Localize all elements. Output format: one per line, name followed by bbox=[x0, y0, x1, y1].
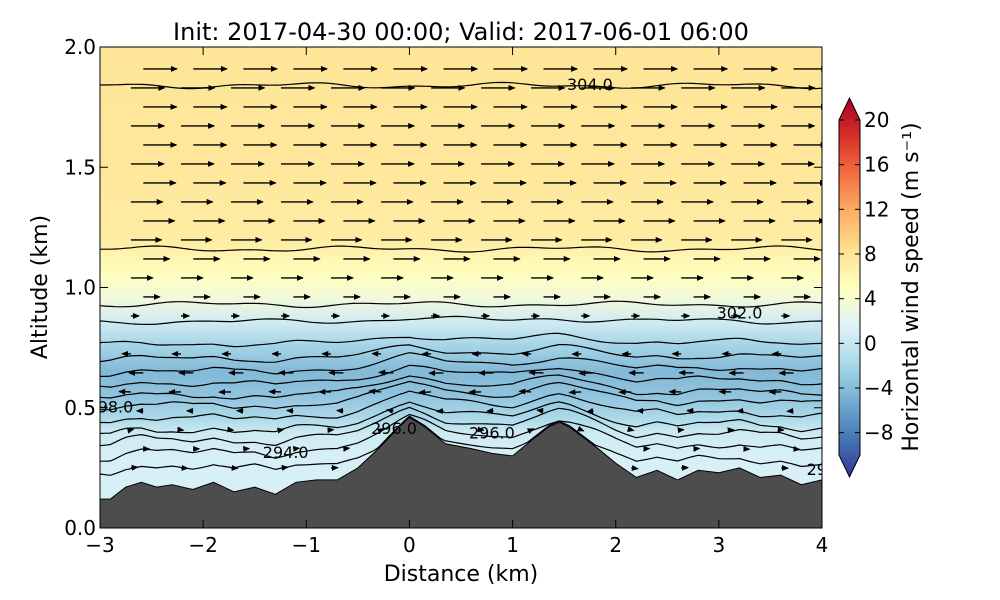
wind-vector bbox=[518, 388, 532, 395]
colorbar-tick-label: 4 bbox=[864, 287, 877, 311]
colorbar-tick-label: −8 bbox=[864, 421, 893, 445]
contour-label: 98.0 bbox=[98, 397, 134, 416]
x-axis-label: Distance (km) bbox=[384, 562, 539, 587]
x-tick-label: 0 bbox=[403, 533, 416, 557]
contour-label: 294.0 bbox=[263, 443, 309, 462]
wind-vector bbox=[631, 465, 639, 471]
colorbar-tick-label: 12 bbox=[864, 197, 889, 221]
x-tick-label: 1 bbox=[506, 533, 519, 557]
wind-vector bbox=[130, 464, 139, 471]
x-tick-label: 3 bbox=[712, 533, 725, 557]
terrain-profile bbox=[100, 416, 822, 528]
wind-vector bbox=[342, 445, 351, 452]
x-tick-label: −2 bbox=[188, 533, 217, 557]
colorbar-tick-label: 16 bbox=[864, 153, 889, 177]
chart-title: Init: 2017-04-30 00:00; Valid: 2017-06-0… bbox=[173, 18, 749, 46]
isentrope-line bbox=[100, 380, 822, 411]
wind-vector bbox=[536, 407, 544, 414]
x-tick-label: −1 bbox=[292, 533, 321, 557]
y-tick-label: 0.5 bbox=[64, 396, 96, 420]
x-tick-label: −3 bbox=[85, 533, 114, 557]
isentrope-line bbox=[100, 315, 822, 325]
colorbar-tick-label: −4 bbox=[864, 376, 893, 400]
wind-vector bbox=[126, 427, 135, 434]
isentrope-line bbox=[100, 344, 822, 363]
wind-vector bbox=[277, 427, 285, 434]
isentrope-line bbox=[100, 245, 822, 253]
colorbar-body bbox=[838, 96, 861, 479]
x-tick-label: 2 bbox=[609, 533, 622, 557]
y-tick-label: 1.0 bbox=[64, 276, 96, 300]
isentrope-line bbox=[100, 374, 822, 400]
isentrope-line bbox=[100, 364, 822, 388]
y-axis-label: Altitude (km) bbox=[28, 215, 53, 359]
colorbar: −8 −4 0 4 8 12 16 20 Horizontal wind speed (m s… bbox=[838, 96, 924, 479]
isentrope-line bbox=[100, 332, 822, 348]
wind-vector bbox=[378, 369, 394, 376]
wind-vector bbox=[418, 389, 432, 396]
wind-vector bbox=[376, 427, 385, 435]
isentrope-line bbox=[100, 352, 822, 377]
contour-label: 296.0 bbox=[371, 419, 417, 438]
contour-label: 304.0 bbox=[567, 75, 613, 94]
isentrope-line bbox=[100, 401, 822, 435]
isentrope-line bbox=[100, 413, 822, 462]
plot-area: 304.0 302.0 98.0 296.0 296.0 294.0 29 bbox=[98, 46, 827, 529]
wind-vector bbox=[526, 428, 535, 434]
y-tick-label: 0.0 bbox=[64, 516, 96, 540]
wind-vector bbox=[627, 426, 635, 432]
wind-vector bbox=[368, 388, 382, 395]
contour-labels: 304.0 302.0 98.0 296.0 296.0 294.0 29 bbox=[98, 75, 827, 479]
colorbar-tick-label: 20 bbox=[864, 108, 889, 132]
wind-vector bbox=[793, 445, 801, 452]
wind-vector bbox=[280, 464, 289, 471]
wind-vector bbox=[436, 407, 444, 414]
wind-vector bbox=[568, 389, 582, 396]
x-axis-ticks: −3 −2 −1 0 1 2 3 4 bbox=[85, 47, 828, 557]
isentrope-line bbox=[100, 415, 822, 476]
colorbar-label: Horizontal wind speed (m s⁻¹) bbox=[899, 122, 924, 451]
contour-label: 296.0 bbox=[469, 424, 515, 443]
colorbar-tick-label: 8 bbox=[864, 242, 877, 266]
wind-vector bbox=[576, 425, 585, 432]
wind-vector bbox=[693, 445, 701, 452]
wind-vector bbox=[336, 407, 344, 414]
x-tick-label: 4 bbox=[816, 533, 829, 557]
colorbar-tick-label: 0 bbox=[864, 331, 877, 355]
wind-vector bbox=[386, 407, 394, 414]
wind-vector bbox=[586, 407, 594, 414]
isentrope-line bbox=[100, 390, 822, 424]
y-tick-label: 1.5 bbox=[64, 155, 96, 179]
contour-label: 29 bbox=[807, 460, 827, 479]
wind-vector bbox=[286, 407, 294, 414]
wind-vector bbox=[292, 445, 301, 452]
isentrope-line bbox=[100, 300, 822, 309]
y-tick-label: 2.0 bbox=[64, 35, 96, 59]
contour-label: 302.0 bbox=[717, 304, 763, 323]
isentrope-line bbox=[100, 406, 822, 447]
y-axis-ticks: 0.0 0.5 1.0 1.5 2.0 bbox=[64, 35, 822, 540]
colorbar-ticks: −8 −4 0 4 8 12 16 20 bbox=[839, 108, 893, 445]
wind-vectors bbox=[118, 65, 822, 471]
